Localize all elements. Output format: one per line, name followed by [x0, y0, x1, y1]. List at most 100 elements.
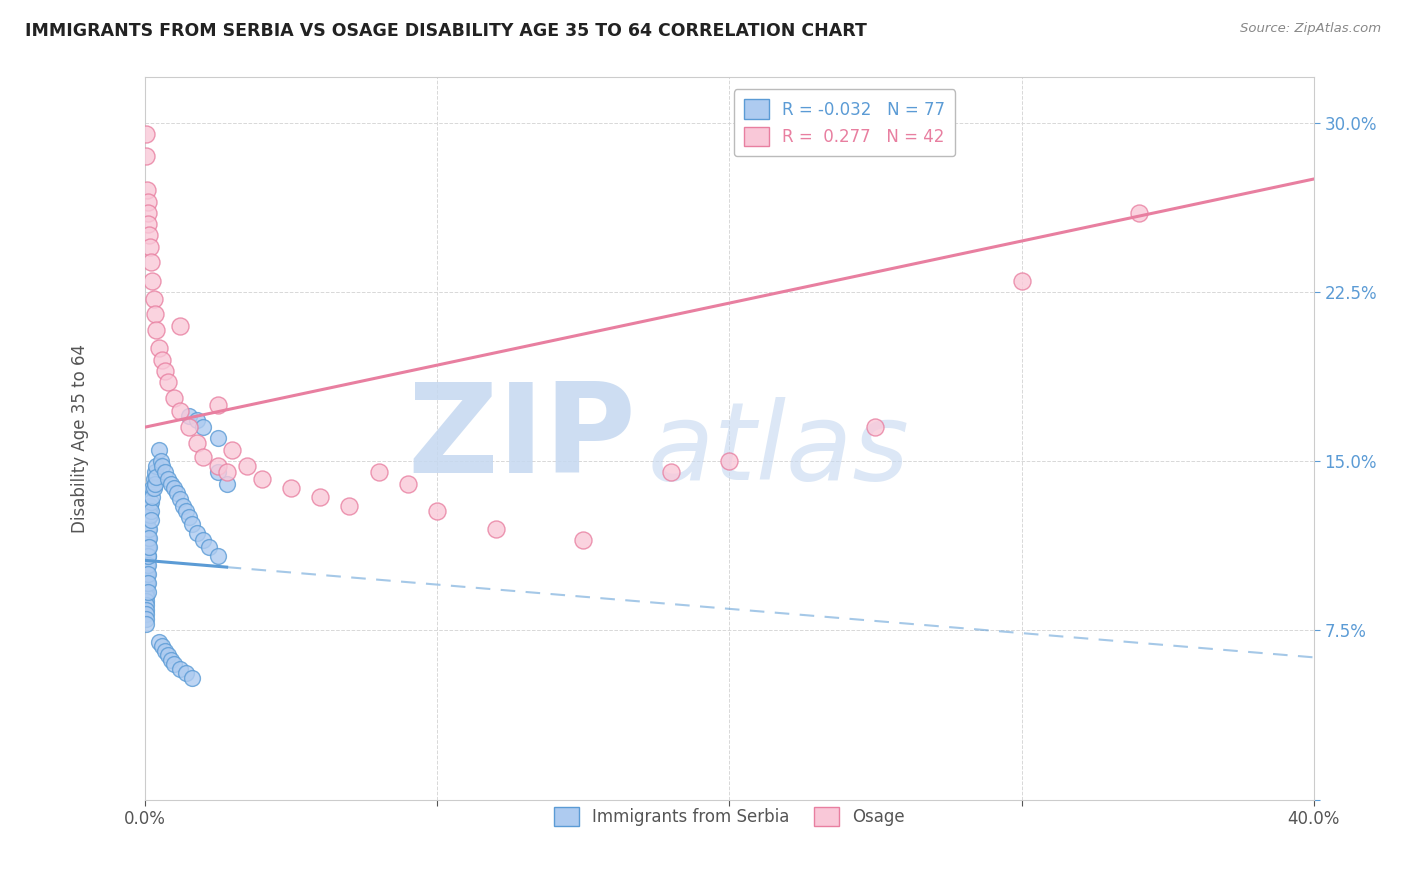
- Point: [215, 476, 238, 491]
- Point: [157, 648, 180, 662]
- Point: [193, 450, 215, 464]
- Point: [426, 504, 449, 518]
- Point: [207, 549, 229, 563]
- Point: [136, 217, 159, 231]
- Point: [142, 481, 165, 495]
- Point: [193, 420, 215, 434]
- Point: [150, 352, 173, 367]
- Text: atlas: atlas: [648, 397, 910, 502]
- Point: [136, 549, 159, 563]
- Point: [136, 540, 159, 554]
- Point: [135, 566, 157, 581]
- Point: [135, 585, 157, 599]
- Point: [135, 616, 157, 631]
- Point: [221, 442, 243, 457]
- Point: [172, 499, 194, 513]
- Point: [136, 206, 159, 220]
- Point: [157, 375, 180, 389]
- Point: [135, 127, 157, 141]
- Point: [135, 571, 157, 585]
- Point: [139, 504, 162, 518]
- Point: [136, 549, 159, 563]
- Point: [186, 526, 208, 541]
- Point: [169, 404, 191, 418]
- Point: [139, 255, 162, 269]
- Point: [236, 458, 259, 473]
- Point: [136, 566, 159, 581]
- Point: [136, 533, 159, 547]
- Point: [136, 575, 159, 590]
- Point: [141, 273, 163, 287]
- Point: [139, 513, 162, 527]
- Point: [207, 466, 229, 480]
- Point: [136, 585, 159, 599]
- Point: [174, 504, 197, 518]
- Point: [136, 194, 159, 209]
- Point: [142, 472, 165, 486]
- Y-axis label: Disability Age 35 to 64: Disability Age 35 to 64: [72, 344, 89, 533]
- Point: [193, 533, 215, 547]
- Point: [136, 558, 159, 572]
- Point: [367, 466, 389, 480]
- Point: [135, 599, 157, 613]
- Point: [166, 485, 188, 500]
- Point: [139, 494, 162, 508]
- Point: [207, 458, 229, 473]
- Point: [169, 318, 191, 333]
- Point: [207, 432, 229, 446]
- Point: [180, 517, 202, 532]
- Point: [155, 364, 177, 378]
- Point: [136, 183, 159, 197]
- Point: [139, 240, 162, 254]
- Point: [148, 442, 170, 457]
- Point: [198, 540, 221, 554]
- Point: [250, 472, 273, 486]
- Point: [139, 499, 162, 513]
- Text: Source: ZipAtlas.com: Source: ZipAtlas.com: [1240, 22, 1381, 36]
- Point: [141, 490, 163, 504]
- Point: [169, 662, 191, 676]
- Point: [135, 607, 157, 622]
- Point: [136, 566, 159, 581]
- Point: [141, 481, 163, 495]
- Point: [207, 398, 229, 412]
- Point: [149, 454, 172, 468]
- Point: [180, 671, 202, 685]
- Point: [155, 643, 177, 657]
- Point: [280, 481, 302, 495]
- Point: [160, 476, 183, 491]
- Point: [143, 307, 166, 321]
- Point: [136, 540, 159, 554]
- Point: [138, 522, 160, 536]
- Point: [148, 341, 170, 355]
- Point: [135, 149, 157, 163]
- Legend: Immigrants from Serbia, Osage: Immigrants from Serbia, Osage: [546, 798, 914, 835]
- Point: [136, 522, 159, 536]
- Point: [143, 476, 166, 491]
- Point: [337, 499, 360, 513]
- Point: [136, 549, 159, 563]
- Point: [150, 639, 173, 653]
- Point: [138, 540, 160, 554]
- Point: [148, 634, 170, 648]
- Point: [174, 666, 197, 681]
- Point: [138, 510, 160, 524]
- Text: IMMIGRANTS FROM SERBIA VS OSAGE DISABILITY AGE 35 TO 64 CORRELATION CHART: IMMIGRANTS FROM SERBIA VS OSAGE DISABILI…: [25, 22, 868, 40]
- Point: [145, 458, 167, 473]
- Point: [135, 590, 157, 604]
- Point: [865, 420, 887, 434]
- Point: [215, 466, 238, 480]
- Point: [163, 481, 186, 495]
- Point: [135, 612, 157, 626]
- Point: [309, 490, 332, 504]
- Point: [135, 575, 157, 590]
- Point: [718, 454, 741, 468]
- Point: [145, 470, 167, 484]
- Point: [138, 531, 160, 545]
- Text: ZIP: ZIP: [408, 378, 636, 499]
- Point: [157, 472, 180, 486]
- Point: [186, 436, 208, 450]
- Point: [135, 594, 157, 608]
- Point: [177, 409, 200, 423]
- Point: [139, 508, 162, 523]
